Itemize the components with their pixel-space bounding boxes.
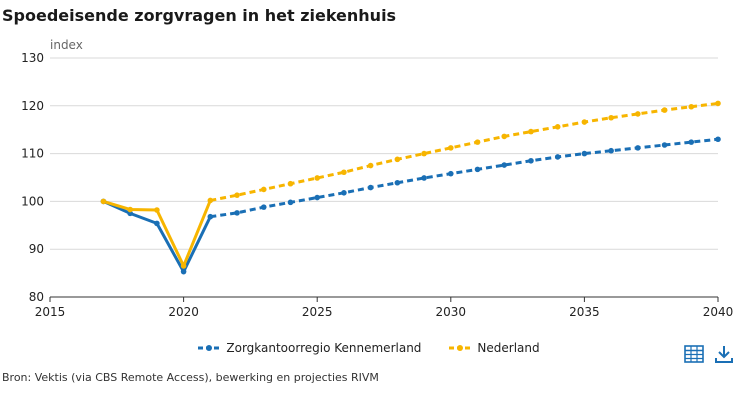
legend-item-nederland[interactable]: Nederland xyxy=(449,341,540,355)
data-point-0 xyxy=(314,194,321,201)
data-point-1 xyxy=(421,150,427,157)
legend-swatch-nederland xyxy=(449,345,472,351)
data-point-1 xyxy=(688,103,695,110)
data-point-1 xyxy=(154,207,160,213)
data-point-1 xyxy=(581,119,588,125)
x-tick-label: 2025 xyxy=(302,305,333,319)
y-tick-label: 100 xyxy=(21,194,44,208)
data-point-1 xyxy=(554,124,561,130)
x-tick-label: 2040 xyxy=(703,305,734,319)
data-point-1 xyxy=(287,180,294,187)
data-point-1 xyxy=(207,197,214,204)
legend-label-nederland: Nederland xyxy=(477,341,540,355)
data-point-0 xyxy=(154,220,160,227)
x-tick-label: 2035 xyxy=(569,305,600,319)
data-point-1 xyxy=(474,139,481,145)
data-point-0 xyxy=(260,204,267,210)
y-tick-label: 110 xyxy=(21,147,44,161)
data-point-0 xyxy=(207,213,214,220)
series-lines xyxy=(102,101,719,274)
data-point-1 xyxy=(501,133,508,140)
data-point-1 xyxy=(180,263,187,269)
data-point-0 xyxy=(474,166,481,173)
data-point-1 xyxy=(608,114,614,121)
data-point-0 xyxy=(554,154,561,160)
data-point-0 xyxy=(421,175,427,181)
data-point-0 xyxy=(448,170,454,177)
y-tick-label: 90 xyxy=(29,242,44,256)
data-point-1 xyxy=(661,107,668,113)
data-point-1 xyxy=(314,175,321,181)
series-points xyxy=(100,100,721,275)
data-point-0 xyxy=(688,139,695,145)
data-point-1 xyxy=(341,169,347,176)
legend: Zorgkantoorregio Kennemerland Nederland xyxy=(0,341,738,355)
data-point-1 xyxy=(448,145,454,151)
data-point-0 xyxy=(234,210,240,216)
source-note: Bron: Vektis (via CBS Remote Access), be… xyxy=(2,371,379,384)
download-icon[interactable] xyxy=(714,344,734,364)
axis-ticks: 80 90 100 110 120 130 2015 2020 2025 2030 2035 2040 xyxy=(21,51,733,319)
data-point-1 xyxy=(394,156,401,163)
x-tick-label: 2015 xyxy=(35,305,66,319)
chart-actions xyxy=(684,344,734,364)
data-point-0 xyxy=(367,184,374,191)
data-point-1 xyxy=(234,192,240,198)
y-tick-label: 120 xyxy=(21,99,44,113)
data-point-0 xyxy=(287,199,294,206)
data-point-0 xyxy=(715,136,721,143)
data-point-0 xyxy=(608,147,614,154)
legend-swatch-kennemerland xyxy=(198,345,221,351)
data-point-0 xyxy=(341,189,347,196)
data-point-1 xyxy=(260,186,267,193)
data-point-1 xyxy=(635,111,641,117)
series-line-dashed-0 xyxy=(210,137,719,219)
data-point-0 xyxy=(180,268,187,275)
data-point-0 xyxy=(394,179,401,186)
legend-item-kennemerland[interactable]: Zorgkantoorregio Kennemerland xyxy=(198,341,421,355)
data-point-0 xyxy=(501,162,508,168)
series-line-dashed-1 xyxy=(210,101,719,202)
y-axis-label: index xyxy=(50,38,83,52)
chart-title: Spoedeisende zorgvragen in het ziekenhui… xyxy=(2,6,397,25)
data-point-0 xyxy=(581,150,588,157)
data-point-1 xyxy=(528,128,534,135)
data-point-0 xyxy=(635,145,641,151)
data-point-1 xyxy=(715,100,721,107)
data-point-1 xyxy=(367,162,374,169)
x-tick-label: 2020 xyxy=(168,305,199,319)
data-point-0 xyxy=(661,142,668,148)
y-tick-label: 130 xyxy=(21,51,44,65)
legend-label-kennemerland: Zorgkantoorregio Kennemerland xyxy=(226,341,422,355)
gridlines xyxy=(49,57,719,302)
data-point-1 xyxy=(127,206,133,213)
table-icon[interactable] xyxy=(684,344,704,364)
line-chart: 80 90 100 110 120 130 2015 2020 2025 2030 2035 2040… xyxy=(21,38,733,319)
data-point-0 xyxy=(528,157,534,164)
data-point-1 xyxy=(100,198,107,205)
y-tick-label: 80 xyxy=(29,290,44,304)
x-tick-label: 2030 xyxy=(436,305,467,319)
